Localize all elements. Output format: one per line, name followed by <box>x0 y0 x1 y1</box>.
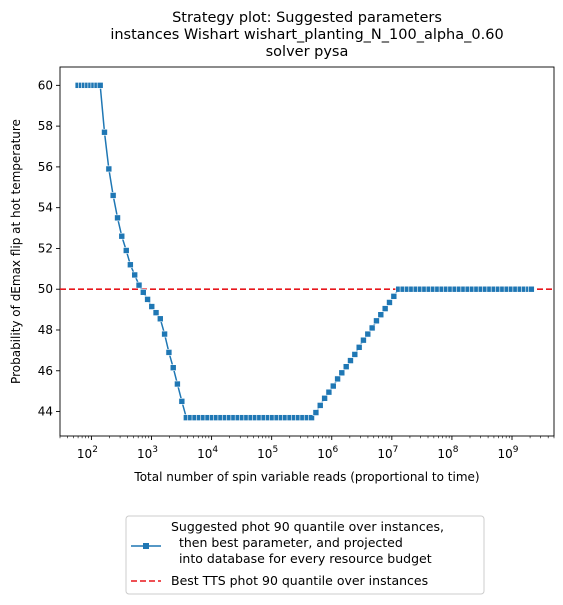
data-point <box>325 388 333 396</box>
data-point <box>101 128 108 136</box>
legend: Suggested phot 90 quantile over instance… <box>125 515 485 595</box>
data-point <box>135 281 143 289</box>
x-axis: 102 103 104 105 106 107 108 109 <box>59 436 555 461</box>
x-tick-label: 107 <box>377 445 398 461</box>
data-point <box>329 382 337 390</box>
data-point <box>528 285 535 293</box>
legend-series-label: then best parameter, and projected <box>171 535 403 550</box>
data-point <box>152 309 160 316</box>
data-point <box>390 293 398 300</box>
data-point <box>377 311 385 318</box>
data-point <box>338 369 346 377</box>
data-point <box>368 324 376 332</box>
y-tick-label: 44 <box>38 405 53 419</box>
data-point <box>169 364 177 372</box>
y-axis: 44 46 48 50 52 54 56 58 60 <box>38 78 60 419</box>
x-tick-label: 104 <box>197 445 218 461</box>
data-point <box>105 165 113 173</box>
data-point <box>312 409 320 416</box>
data-point <box>364 330 372 338</box>
data-point <box>96 82 104 89</box>
data-point <box>321 394 328 402</box>
plot-area <box>59 66 555 437</box>
data-point <box>109 192 117 199</box>
y-tick-label: 48 <box>38 323 53 337</box>
data-point <box>351 351 359 358</box>
data-point <box>165 349 173 356</box>
x-axis-label: Total number of spin variable reads (pro… <box>133 470 479 484</box>
data-point <box>381 305 389 312</box>
data-point <box>144 296 151 303</box>
data-point <box>131 271 138 279</box>
data-point <box>122 247 130 254</box>
x-tick-label: 103 <box>137 445 158 461</box>
title-line: Strategy plot: Suggested parameters <box>172 10 442 26</box>
chart-title: Strategy plot: Suggested parametersinsta… <box>110 10 503 60</box>
y-tick-label: 50 <box>38 282 53 296</box>
x-tick-label: 109 <box>497 445 518 461</box>
data-point <box>139 288 147 296</box>
title-line: instances Wishart wishart_planting_N_100… <box>110 27 503 43</box>
legend-series-label: Suggested phot 90 quantile over instance… <box>171 519 444 534</box>
data-point <box>347 357 354 364</box>
x-tick-label: 105 <box>257 445 278 461</box>
data-point <box>114 214 121 222</box>
legend-series-label: into database for every resource budget <box>171 551 432 566</box>
data-point <box>308 414 315 421</box>
data-point <box>174 380 181 388</box>
data-point <box>386 299 393 306</box>
data-point <box>334 375 341 383</box>
data-point <box>127 261 134 269</box>
legend-hline-label: Best TTS phot 90 quantile over instances <box>171 573 428 588</box>
axes-frame <box>59 66 555 437</box>
legend-box <box>125 515 485 595</box>
y-tick-label: 60 <box>38 78 53 92</box>
y-tick-label: 46 <box>38 364 53 378</box>
y-axis-label: Probability of dEmax flip at hot tempera… <box>9 119 23 384</box>
x-tick-label: 108 <box>437 445 458 461</box>
y-tick-label: 56 <box>38 160 53 174</box>
series-line <box>78 84 532 419</box>
data-point <box>360 336 367 344</box>
y-tick-label: 54 <box>38 201 53 215</box>
y-tick-label: 58 <box>38 119 53 133</box>
data-point <box>148 303 156 310</box>
legend-series-marker <box>143 543 149 549</box>
data-point <box>118 232 126 240</box>
data-point <box>156 315 164 323</box>
data-point <box>161 330 168 338</box>
x-tick-label: 102 <box>77 445 98 461</box>
data-point <box>316 402 324 409</box>
data-point <box>178 398 186 405</box>
title-line: solver pysa <box>266 44 349 60</box>
data-point <box>373 317 380 325</box>
data-point <box>342 363 350 370</box>
y-tick-label: 52 <box>38 241 53 255</box>
data-point <box>355 344 363 351</box>
x-tick-label: 106 <box>317 445 338 461</box>
